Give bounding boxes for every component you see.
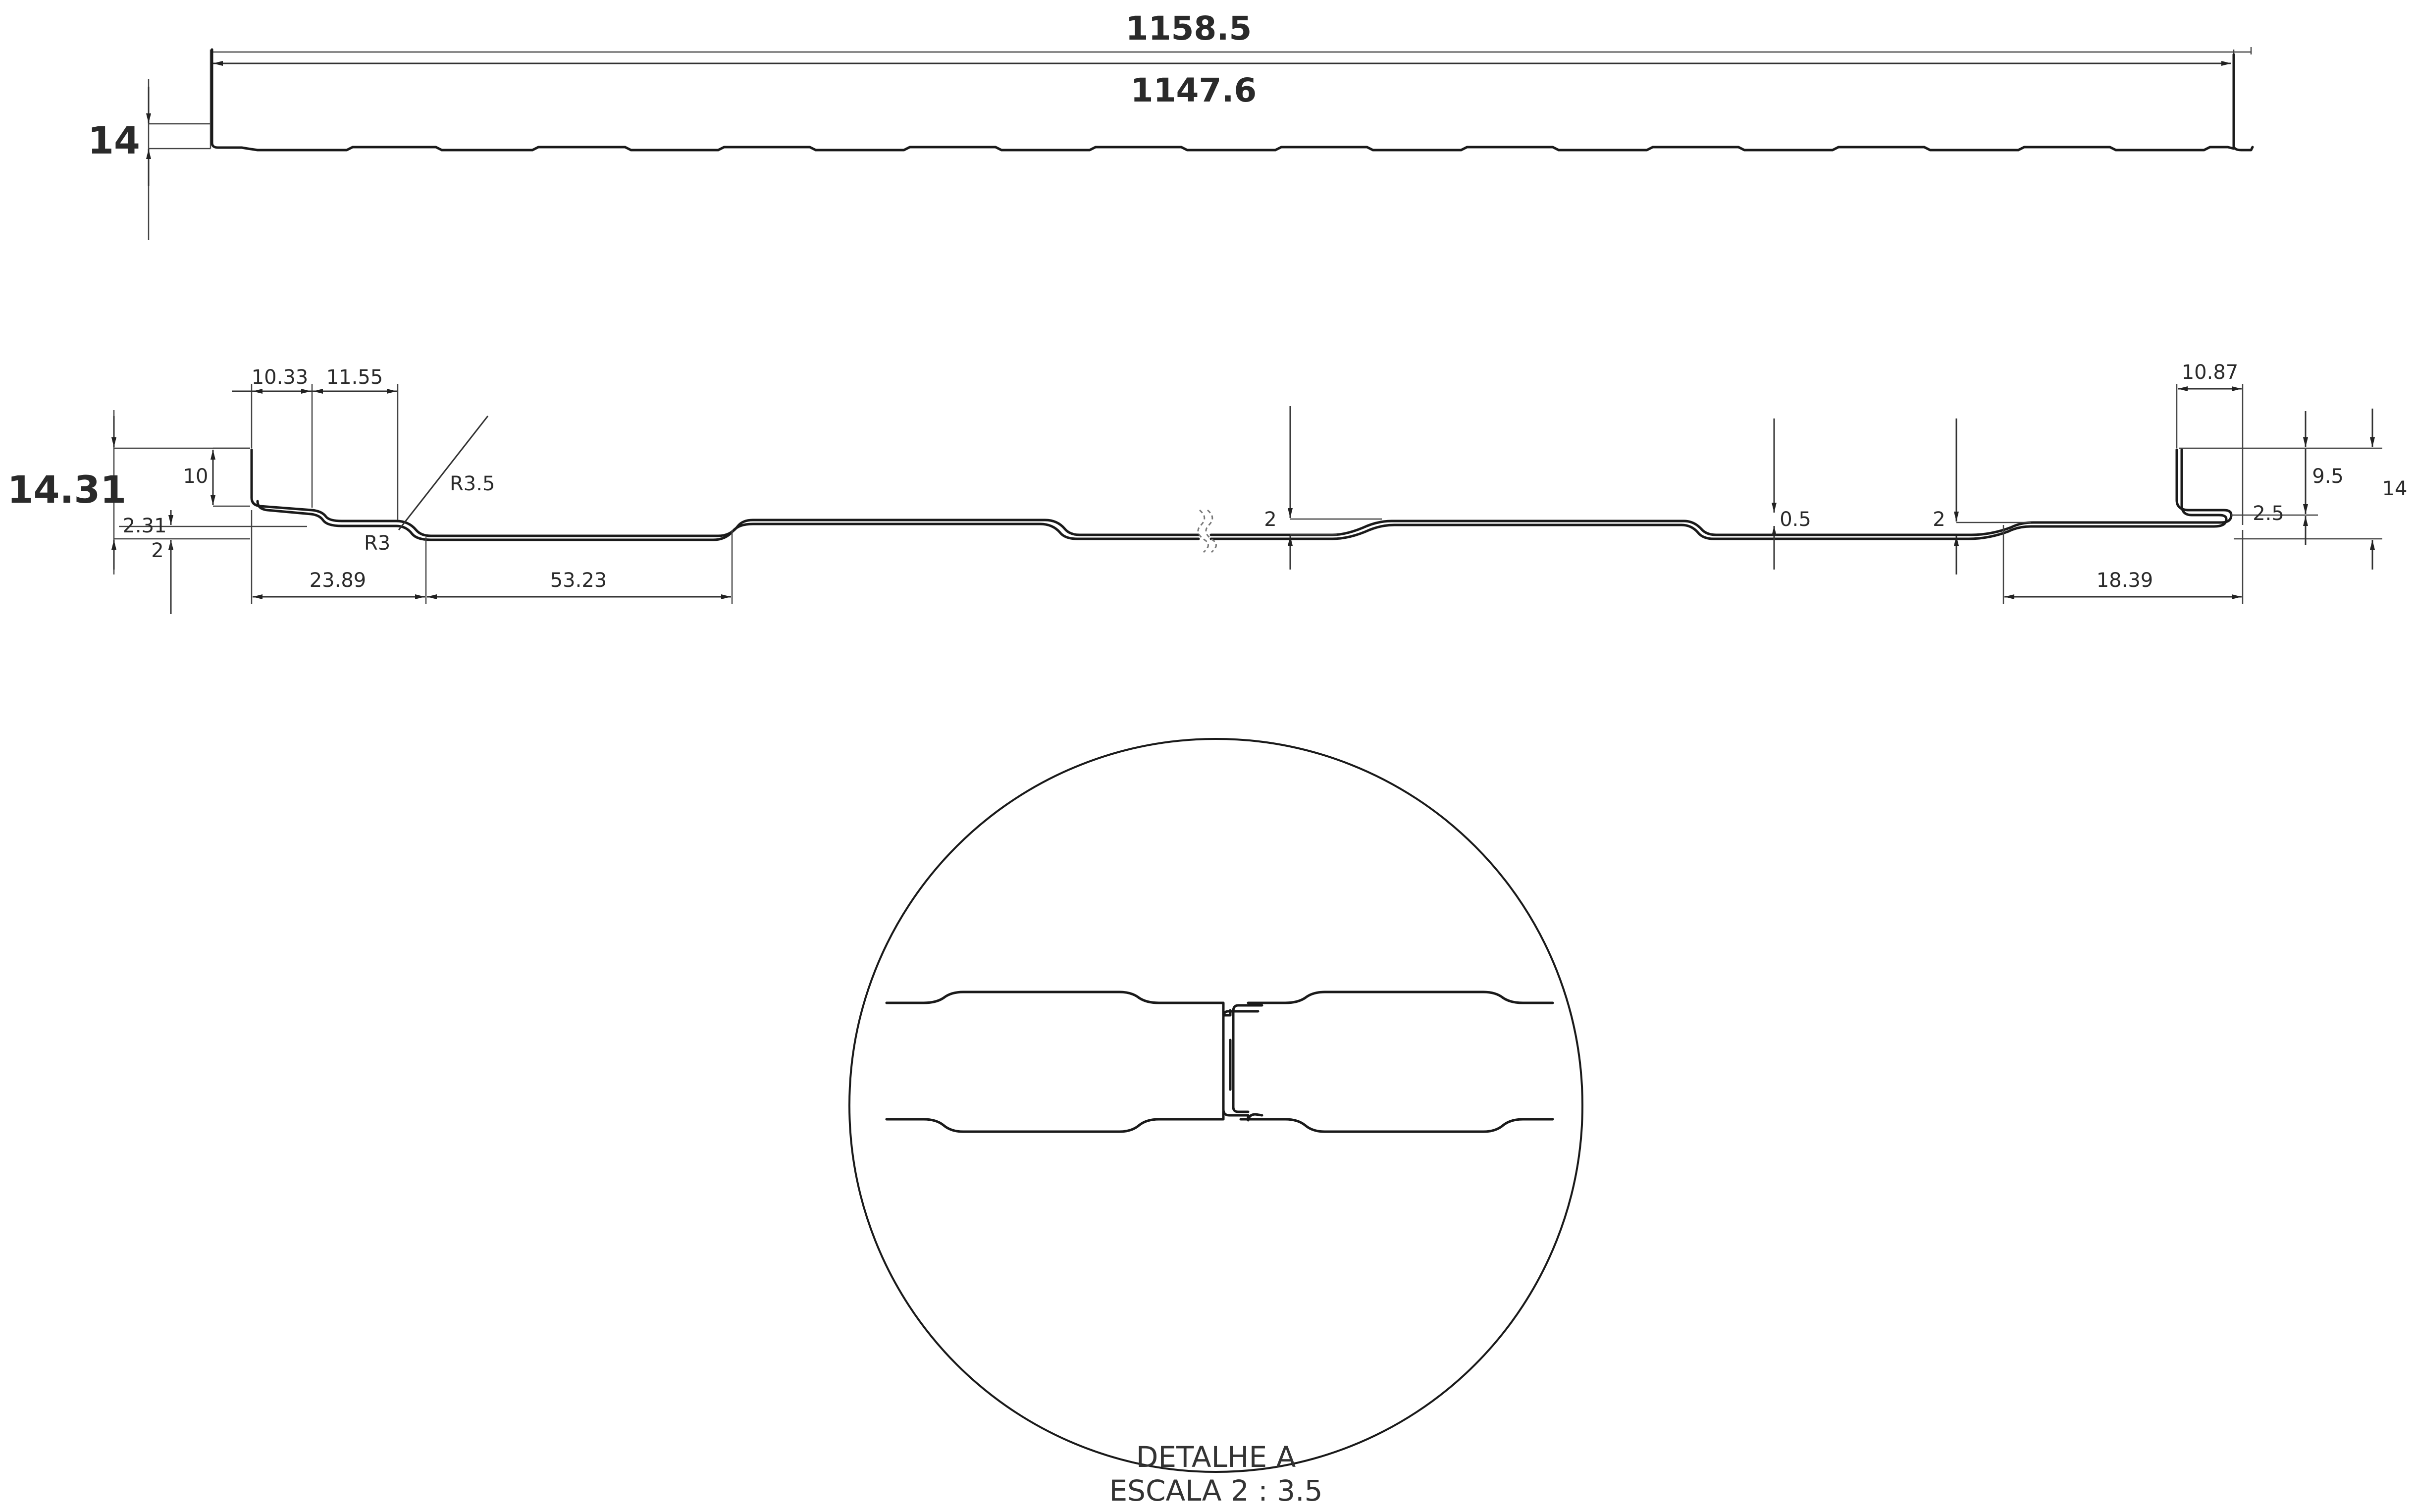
- dim-10: 10: [183, 465, 209, 488]
- dim-10-33: 10.33: [252, 366, 309, 389]
- dim-2-mid: 2: [1264, 508, 1276, 531]
- dim-53-23: 53.23: [550, 569, 607, 592]
- detail-joint: [1222, 1010, 1263, 1122]
- total-height-label: 14.31: [7, 468, 126, 512]
- break-symbol: [1197, 509, 1209, 553]
- detail-lower-skin-right: [1239, 1118, 1554, 1133]
- dim-2-31: 2.31: [122, 515, 166, 537]
- detail-joint-inner: [1232, 1004, 1263, 1113]
- overall-width-label: 1158.5: [1126, 9, 1252, 48]
- break-symbol-2: [1205, 509, 1217, 553]
- top-height-label: 14: [88, 118, 140, 162]
- dim-2-left: 2: [151, 539, 163, 562]
- dim-14-right: 14: [2382, 477, 2408, 500]
- section-profile: [250, 448, 2233, 537]
- top-profile: [210, 48, 2254, 152]
- dim-18-39: 18.39: [2097, 569, 2153, 592]
- detail-circle: [848, 738, 1583, 1473]
- dim-r3: R3: [364, 532, 390, 555]
- detail-scale: ESCALA 2 : 3.5: [1109, 1474, 1323, 1508]
- detail-title: DETALHE A: [1136, 1440, 1296, 1474]
- section-profile-inner: [256, 448, 2228, 541]
- dim-9-5: 9.5: [2312, 465, 2344, 488]
- top-view: 1158.5 1147.6 14: [88, 9, 2254, 240]
- detail-lower-skin: [885, 1110, 1225, 1133]
- section-view: 14.31 10 2.31 2 10.33 11.55 R3.5 R3: [7, 361, 2408, 614]
- dim-2-5: 2.5: [2253, 502, 2284, 525]
- useful-width-label: 1147.6: [1131, 71, 1257, 109]
- dim-r3-5: R3.5: [450, 472, 495, 495]
- detail-upper-skin-right: [1247, 991, 1554, 1004]
- dim-0-5: 0.5: [1780, 508, 1811, 531]
- dim-2-right: 2: [1933, 508, 1945, 531]
- detail-a: DETALHE A ESCALA 2 : 3.5: [848, 738, 1583, 1508]
- detail-upper-skin: [885, 991, 1232, 1017]
- dim-23-89: 23.89: [310, 569, 367, 592]
- dim-11-55: 11.55: [326, 366, 383, 389]
- dim-10-87: 10.87: [2182, 361, 2239, 384]
